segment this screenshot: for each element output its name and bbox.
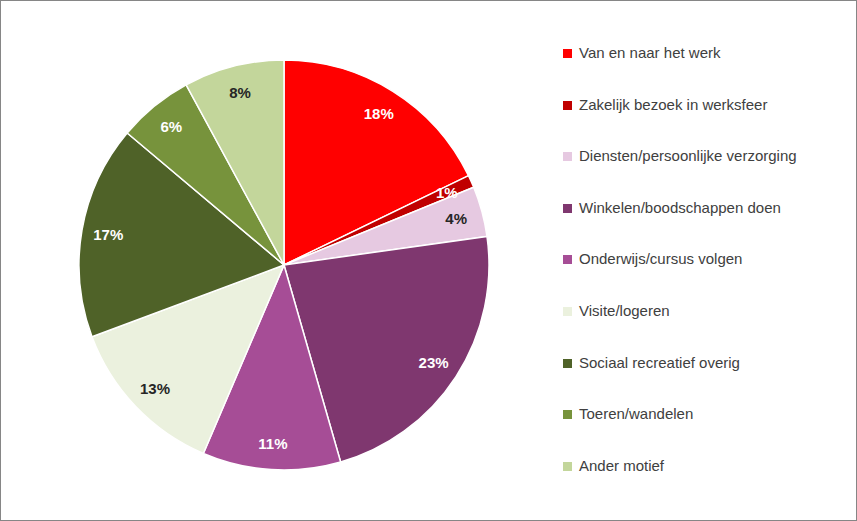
html-text:Sociaal recreatief overig: Sociaal recreatief overig [579, 353, 740, 371]
html-text:Ander motief: Ander motief [579, 456, 664, 474]
html-text:Visite/logeren: Visite/logeren [579, 302, 670, 319]
html-text:Zakelijk bezoek in werksfeer: Zakelijk bezoek in werksfeer [579, 95, 768, 113]
html-text:Van en naar het werk: Van en naar het werk [579, 44, 721, 61]
svg-text:1%: 1% [436, 184, 458, 201]
svg-text:13%: 13% [140, 380, 170, 397]
svg-text:4%: 4% [445, 210, 467, 227]
html-text:Onderwijs/cursus volgen: Onderwijs/cursus volgen [579, 250, 743, 268]
html-text:Diensten/persoonlijke verzorgi: Diensten/persoonlijke verzorging [579, 147, 797, 165]
svg-text:11%: 11% [258, 435, 287, 452]
svg-text:18%: 18% [364, 105, 394, 122]
svg-text:17%: 17% [93, 226, 123, 243]
html-text:Toeren/wandelen: Toeren/wandelen [579, 405, 694, 423]
svg-text:6%: 6% [160, 118, 182, 135]
svg-text:23%: 23% [419, 354, 449, 371]
svg-text:8%: 8% [229, 84, 251, 101]
html-text:Winkelen/boodschappen doen: Winkelen/boodschappen doen [579, 198, 781, 216]
